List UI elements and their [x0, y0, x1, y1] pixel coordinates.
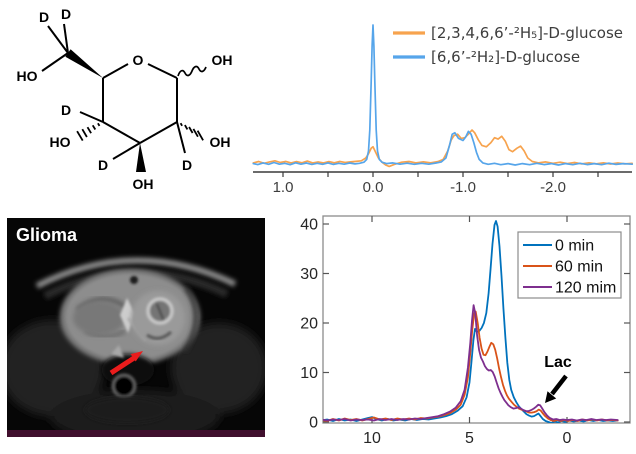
atom-label-D: D — [39, 9, 49, 25]
lac-annotation: Lac — [544, 354, 572, 403]
atom-label-D: D — [182, 157, 192, 173]
nmr-legend-label: [2,3,4,6,6’-²H₅]-D-glucose — [431, 24, 623, 42]
plot-legend: 0 min 60 min 120 mim — [517, 231, 622, 299]
plot-y-tick-label: 40 — [300, 217, 318, 234]
nmr-x-tick-label: 1.0 — [273, 179, 294, 196]
plot-y-tick-label: 20 — [300, 316, 318, 333]
plot-x-tick-label: 10 — [363, 430, 381, 447]
molecule-atom-labels: D D HO O OH D HO D OH D OH — [17, 6, 233, 192]
atom-label-HO: HO — [50, 134, 71, 150]
plot-legend-label: 120 mim — [555, 280, 616, 297]
plot-y-tick-label: 10 — [300, 365, 318, 382]
wavy-bond — [177, 65, 207, 77]
lac-arrow-shaft — [550, 374, 568, 396]
lac-arrow-head — [545, 391, 557, 403]
mri-color-strip — [7, 430, 265, 437]
atom-label-D: D — [61, 102, 71, 118]
nmr-curve-d2-glucose — [252, 24, 634, 166]
lac-label: Lac — [544, 354, 572, 371]
plot-y-tick-label: 30 — [300, 266, 318, 283]
atom-label-O: O — [133, 52, 144, 68]
nmr-legend-label: [6,6’-²H₂]-D-glucose — [431, 48, 580, 66]
plot-dynamic-content: 10 5 0 0 10 20 30 40 0 min 60 min 120 mim — [300, 216, 630, 447]
nmr-x-tick-label: -2.0 — [540, 179, 566, 196]
plot-y-tick-label: 0 — [309, 415, 318, 432]
molecule-wedge-bonds — [65, 49, 146, 172]
atom-label-OH: OH — [212, 52, 233, 68]
mri-panel: Glioma — [7, 218, 265, 437]
plot-x-tick-label: 0 — [563, 430, 572, 447]
atom-label-OH: OH — [133, 176, 154, 192]
plot-curve-t120 — [323, 304, 619, 422]
plot-x-tick-label: 5 — [465, 430, 474, 447]
atom-label-D: D — [61, 6, 71, 22]
plot-legend-label: 0 min — [555, 238, 594, 255]
kinetics-plot-panel: 10 5 0 0 10 20 30 40 0 min 60 min 120 mim Lac — [300, 215, 631, 447]
plot-legend-label: 60 min — [555, 259, 603, 276]
nmr-dynamic-content: 1.0 0.0 -1.0 -2.0 [2,3,4,6,6’-²H₅]-D-glucose… — [252, 24, 634, 196]
tumor-arrow — [109, 351, 143, 376]
mri-title: Glioma — [16, 225, 78, 245]
plot-curve-t60 — [323, 310, 619, 422]
nmr-curve-d5-glucose — [252, 129, 634, 168]
molecule-panel: D D HO O OH D HO D OH D OH — [17, 6, 233, 192]
nmr-x-tick-label: -1.0 — [450, 179, 476, 196]
atom-label-OH: OH — [210, 134, 231, 150]
atom-label-D: D — [98, 157, 108, 173]
plot-curves — [323, 220, 619, 423]
nmr-spectrum-panel: 1.0 0.0 -1.0 -2.0 [2,3,4,6,6’-²H₅]-D-glucose… — [252, 24, 634, 196]
molecule-bonds — [41, 23, 207, 160]
mri-brain-render — [7, 257, 265, 437]
atom-label-HO: HO — [17, 68, 38, 84]
molecule-hash-bonds — [76, 122, 204, 142]
nmr-x-tick-label: 0.0 — [363, 179, 384, 196]
